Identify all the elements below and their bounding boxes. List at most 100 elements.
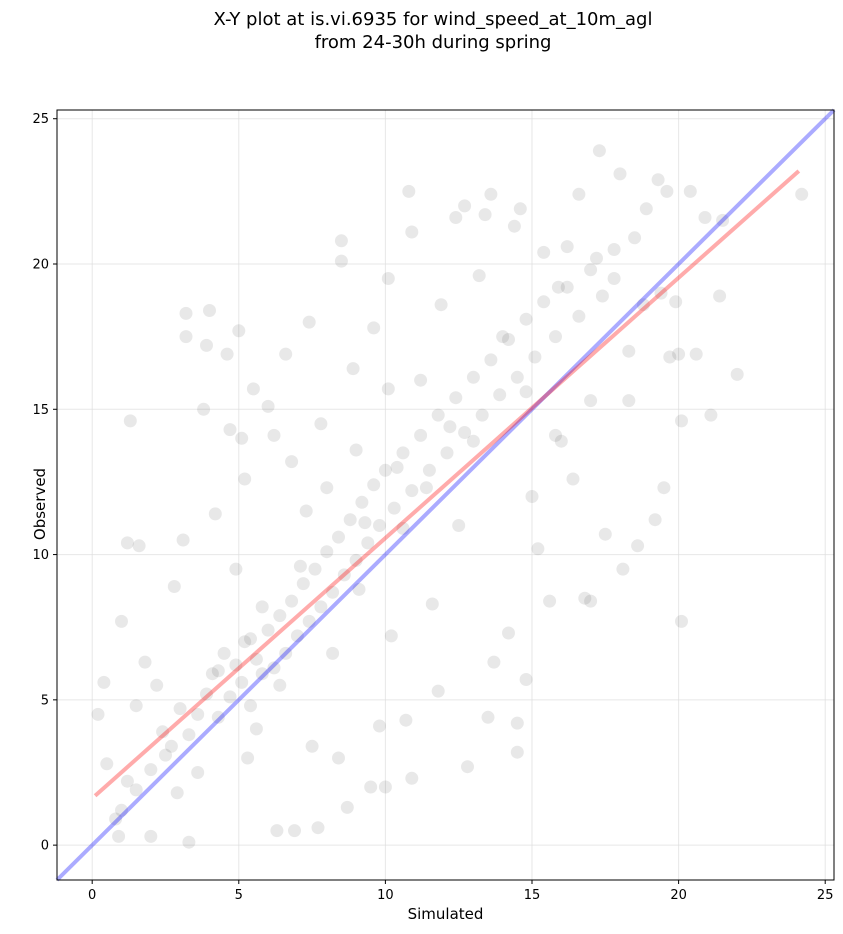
data-point <box>352 582 366 596</box>
data-point <box>320 545 334 559</box>
data-point <box>572 187 586 201</box>
data-point <box>560 280 574 294</box>
data-point <box>590 251 603 265</box>
data-point <box>235 675 249 689</box>
data-point <box>97 675 111 689</box>
data-point <box>698 211 712 224</box>
data-point <box>525 490 539 503</box>
data-point <box>613 167 627 181</box>
data-point <box>378 463 392 477</box>
grid <box>57 110 834 880</box>
data-point <box>367 321 381 335</box>
data-point <box>502 626 515 640</box>
data-point <box>578 591 592 605</box>
data-point <box>293 559 307 573</box>
data-point <box>510 716 524 730</box>
data-point <box>595 289 609 303</box>
data-point <box>267 428 281 442</box>
data-point <box>616 562 630 576</box>
data-point <box>381 272 395 285</box>
data-point <box>622 344 636 358</box>
data-point <box>200 338 213 352</box>
data-point <box>414 373 428 387</box>
data-point <box>144 829 158 843</box>
data-point <box>343 513 357 527</box>
data-point <box>208 507 222 521</box>
data-point <box>440 446 454 460</box>
data-point <box>91 707 105 721</box>
data-point <box>396 446 410 460</box>
data-point <box>191 707 205 721</box>
data-point <box>203 304 216 317</box>
data-point <box>179 306 193 320</box>
data-point <box>191 766 205 779</box>
data-point <box>179 330 193 344</box>
data-point <box>229 658 243 672</box>
data-point <box>176 533 190 547</box>
data-point <box>425 597 439 611</box>
data-point <box>422 463 436 477</box>
y-tick-label: 20 <box>32 258 49 273</box>
data-point <box>543 594 557 608</box>
data-point <box>584 594 598 608</box>
data-point <box>675 614 688 628</box>
data-point <box>584 263 598 277</box>
data-point <box>487 655 501 669</box>
data-point <box>326 646 340 660</box>
data-point <box>449 391 463 405</box>
y-tick-label: 5 <box>41 693 49 708</box>
data-point <box>484 353 498 367</box>
chart-title-line2: from 24-30h during spring <box>314 32 552 53</box>
data-point <box>566 472 580 486</box>
data-point <box>519 673 533 686</box>
data-point <box>197 402 211 416</box>
data-point <box>246 382 260 396</box>
data-point <box>449 211 463 224</box>
data-point <box>384 629 398 643</box>
data-point <box>458 199 472 213</box>
x-axis-label: Simulated <box>407 905 484 923</box>
data-point <box>170 786 184 800</box>
data-point <box>519 312 533 326</box>
data-point <box>478 208 492 222</box>
data-point <box>531 542 545 556</box>
data-point <box>560 240 574 254</box>
data-point <box>405 484 419 498</box>
data-point <box>334 254 348 268</box>
data-point <box>129 783 143 797</box>
one-to-one-line <box>55 108 836 882</box>
data-point <box>223 690 237 704</box>
data-point <box>244 699 257 713</box>
data-point <box>493 388 507 402</box>
data-point <box>314 417 328 431</box>
data-point <box>510 745 524 759</box>
data-point <box>115 614 128 628</box>
data-point <box>434 298 448 312</box>
data-point <box>572 309 586 323</box>
data-point <box>657 481 671 495</box>
data-point <box>334 234 348 248</box>
data-point <box>238 472 252 486</box>
data-point <box>340 800 354 814</box>
data-point <box>549 428 562 442</box>
data-point <box>387 501 401 515</box>
data-point <box>314 600 328 614</box>
data-point <box>669 295 683 309</box>
data-point <box>285 594 299 608</box>
data-point <box>299 504 313 518</box>
data-point <box>355 495 369 509</box>
data-point <box>373 519 386 532</box>
data-point <box>261 623 275 637</box>
x-tick-label: 10 <box>377 888 394 903</box>
data-point <box>156 725 170 739</box>
fit-line <box>93 169 801 798</box>
data-point <box>636 298 650 312</box>
data-point <box>419 481 433 495</box>
y-tick-label: 25 <box>32 112 49 127</box>
data-point <box>167 580 181 593</box>
data-point <box>528 350 542 364</box>
data-point <box>364 780 378 794</box>
chart-title: X-Y plot at is.vi.6935 for wind_speed_at… <box>0 8 843 54</box>
data-point <box>654 286 668 300</box>
data-point <box>507 219 521 233</box>
